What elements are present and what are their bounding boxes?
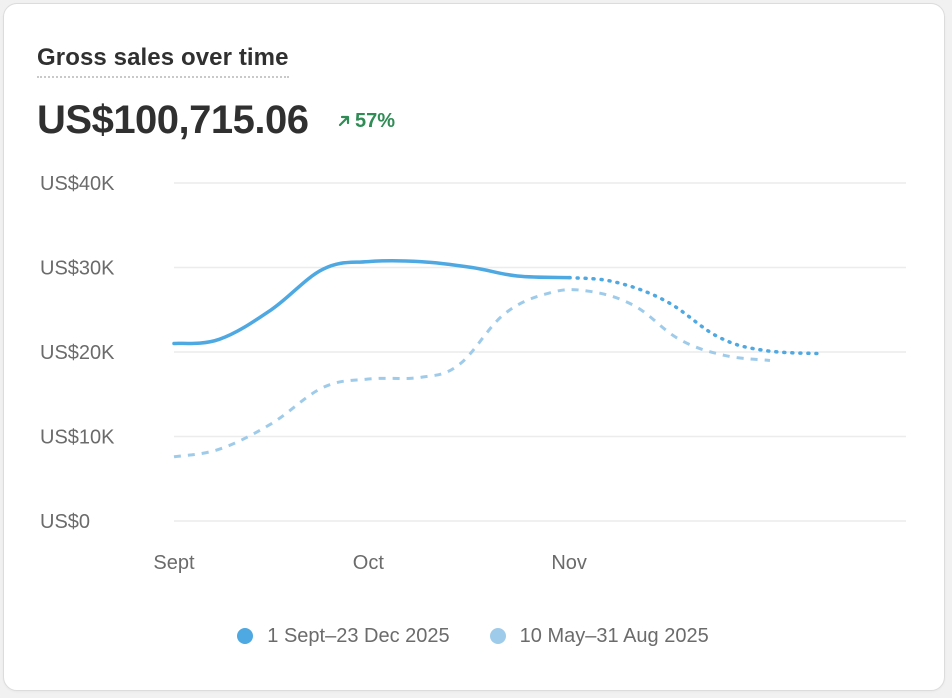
legend-dot-icon (489, 628, 506, 644)
legend-item[interactable]: 10 May–31 Aug 2025 (489, 622, 709, 650)
chart-legend: 1 Sept–23 Dec 2025 10 May–31 Aug 2025 (0, 622, 946, 650)
sales-card: Gross sales over time US$100,715.06 57% (3, 3, 945, 691)
arrow-up-right-icon (338, 115, 350, 127)
legend-label: 1 Sept–23 Dec 2025 (267, 625, 450, 647)
legend-dot-icon (237, 628, 254, 644)
legend-label: 10 May–31 Aug 2025 (519, 625, 709, 647)
total-value: US$100,715.06 (37, 98, 309, 142)
card-title[interactable]: Gross sales over time (37, 43, 289, 78)
change-percent: 57% (355, 109, 396, 132)
change-badge: 57% (337, 108, 395, 134)
legend-item[interactable]: 1 Sept–23 Dec 2025 (237, 622, 450, 650)
